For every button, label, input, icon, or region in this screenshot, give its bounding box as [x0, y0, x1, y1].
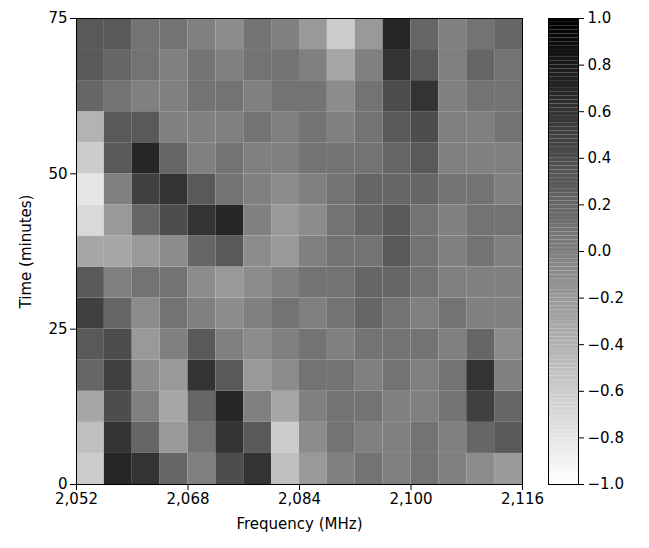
svg-text:2,084: 2,084 [278, 490, 321, 508]
svg-text:0.2: 0.2 [588, 196, 612, 214]
svg-text:−1.0: −1.0 [588, 475, 624, 493]
svg-text:2,116: 2,116 [501, 490, 544, 508]
svg-text:2,068: 2,068 [167, 490, 210, 508]
svg-text:1.0: 1.0 [588, 9, 612, 27]
svg-text:−0.4: −0.4 [588, 336, 624, 354]
svg-text:−0.8: −0.8 [588, 429, 624, 447]
svg-text:2,052: 2,052 [55, 490, 98, 508]
svg-text:−0.6: −0.6 [588, 382, 624, 400]
svg-text:25: 25 [48, 320, 67, 338]
svg-text:75: 75 [48, 9, 67, 27]
svg-text:0.0: 0.0 [588, 242, 612, 260]
svg-text:50: 50 [48, 165, 67, 183]
svg-text:0: 0 [58, 475, 68, 494]
svg-text:0.8: 0.8 [588, 56, 612, 74]
svg-text:0.6: 0.6 [588, 103, 612, 121]
svg-text:Time (minutes): Time (minutes) [17, 195, 35, 310]
svg-text:−0.2: −0.2 [588, 289, 624, 307]
svg-text:Frequency (MHz): Frequency (MHz) [236, 515, 362, 533]
svg-text:0.4: 0.4 [588, 149, 612, 167]
svg-text:2,100: 2,100 [390, 490, 433, 508]
